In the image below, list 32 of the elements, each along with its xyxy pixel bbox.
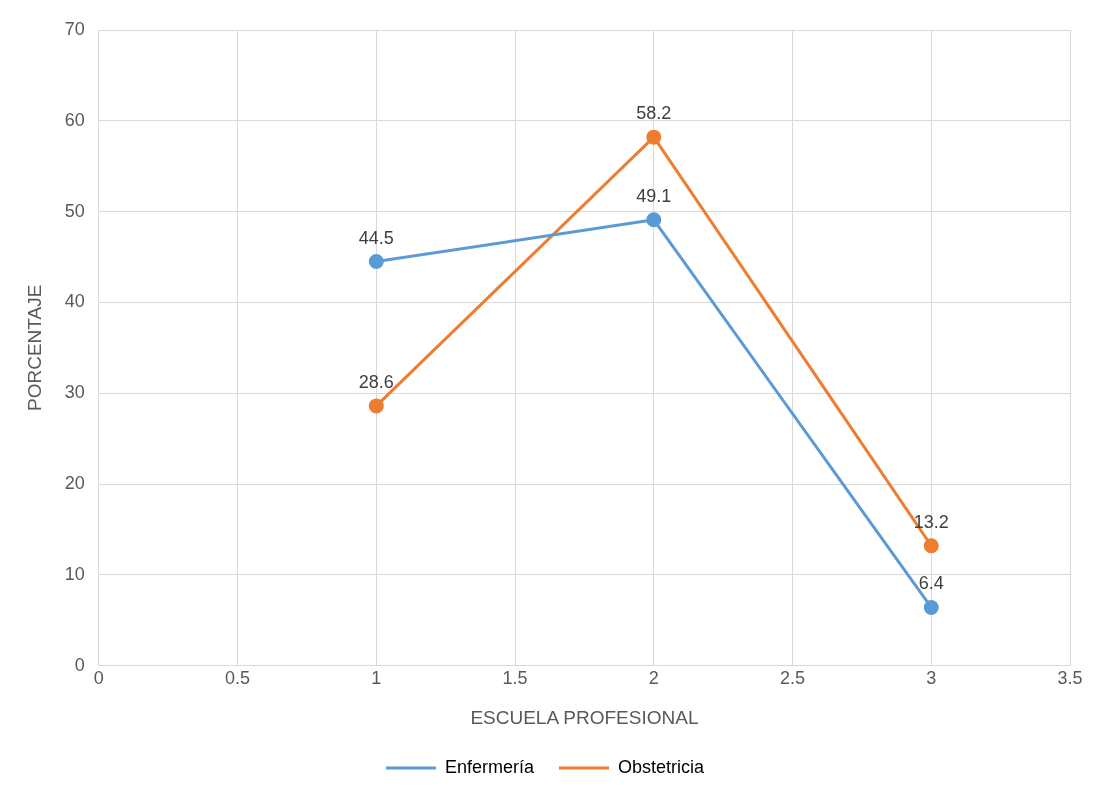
point [646,212,662,228]
x-axis-title: ESCUELA PROFESIONAL [470,706,699,728]
y-axis-title: PORCENTAJE [23,284,45,411]
x-tick-label: 2 [648,668,659,689]
data-label: 28.6 [358,371,394,392]
y-tick-label: 70 [64,18,85,39]
x-tick-label: 3.5 [1057,668,1083,689]
legend-label: Enfermería [444,756,535,777]
data-label: 49.1 [636,185,672,206]
x-tick-label: 3 [926,668,937,689]
point [646,129,662,145]
x-tick-label: 0.5 [225,668,251,689]
data-label: 44.5 [358,227,394,248]
y-tick-label: 50 [64,200,85,221]
y-tick-label: 20 [64,472,85,493]
y-tick-label: 10 [64,563,85,584]
x-tick-label: 1 [371,668,382,689]
y-tick-label: 0 [74,654,85,675]
point [923,599,939,615]
x-tick-label: 2.5 [780,668,806,689]
y-tick-label: 30 [64,382,85,403]
x-tick-label: 0 [93,668,104,689]
y-tick-label: 60 [64,109,85,130]
data-label: 13.2 [913,511,949,532]
legend-label: Obstetricia [618,756,706,777]
data-label: 58.2 [636,103,672,124]
point [368,398,384,414]
point [923,538,939,554]
point [368,254,384,270]
y-tick-label: 40 [64,291,85,312]
x-tick-label: 1.5 [502,668,528,689]
data-label: 6.4 [918,573,944,594]
